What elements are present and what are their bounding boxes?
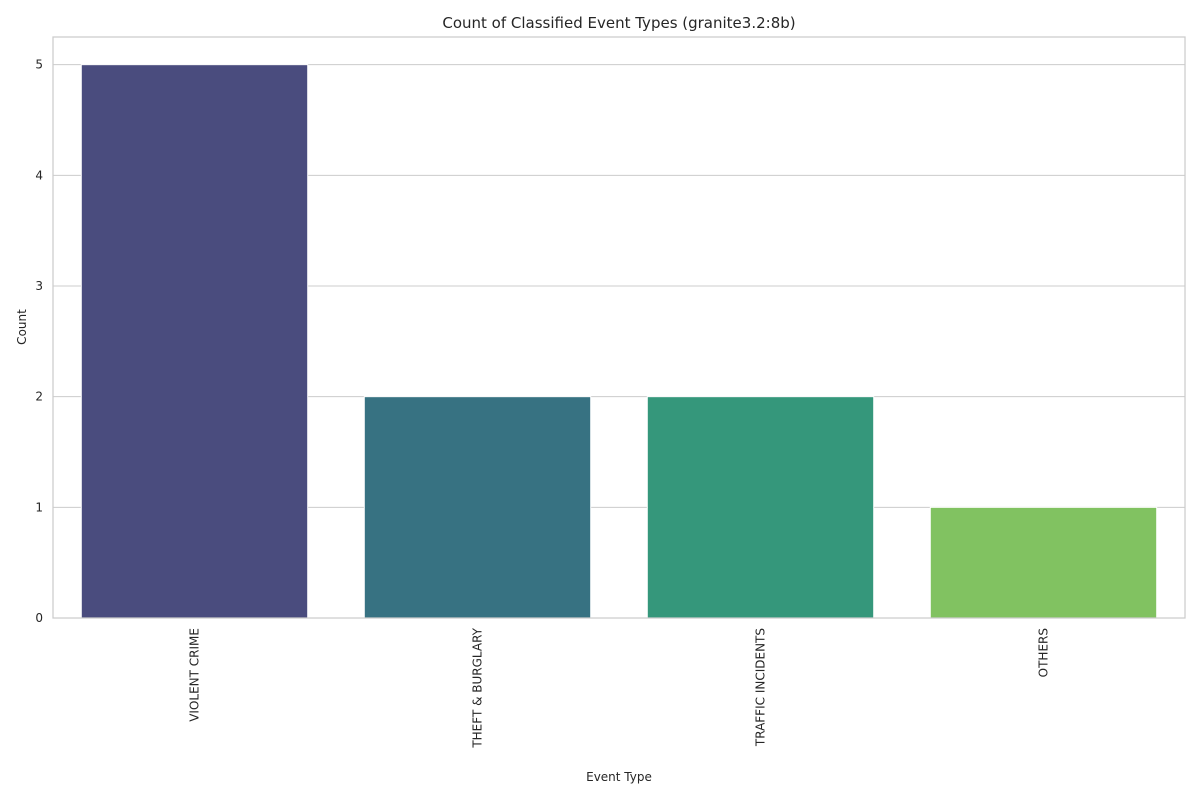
bar bbox=[80, 64, 309, 619]
x-tick-label: OTHERS bbox=[1037, 628, 1051, 677]
y-tick-label: 5 bbox=[35, 58, 43, 72]
y-tick-label: 4 bbox=[35, 168, 43, 182]
x-tick-labels: VIOLENT CRIME THEFT & BURGLARY TRAFFIC INC… bbox=[188, 627, 1051, 748]
x-axis-label: Event Type bbox=[586, 770, 652, 784]
x-tick-label: VIOLENT CRIME bbox=[188, 628, 202, 722]
y-tick-label: 3 bbox=[35, 279, 43, 293]
y-tick-label: 1 bbox=[35, 500, 43, 514]
x-tick-label: THEFT & BURGLARY bbox=[471, 627, 485, 748]
bars bbox=[80, 64, 1158, 619]
y-tick-labels: 0 1 2 3 4 5 bbox=[35, 58, 43, 625]
bar bbox=[646, 396, 875, 619]
x-tick-label: TRAFFIC INCIDENTS bbox=[754, 628, 768, 747]
y-tick-label: 2 bbox=[35, 390, 43, 404]
chart-title: Count of Classified Event Types (granite… bbox=[442, 14, 795, 32]
bar bbox=[363, 396, 592, 619]
y-axis-label: Count bbox=[15, 309, 29, 345]
y-tick-label: 0 bbox=[35, 611, 43, 625]
plot-frame bbox=[52, 36, 1186, 619]
bar bbox=[929, 506, 1158, 619]
